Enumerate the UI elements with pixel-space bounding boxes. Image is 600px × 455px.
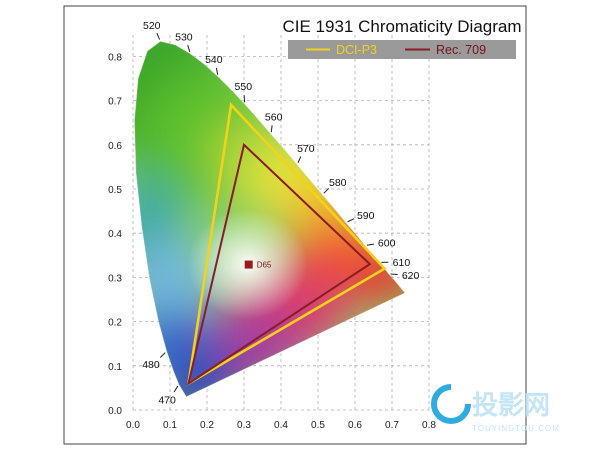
wavelength-label: 550: [235, 81, 253, 93]
y-tick-label: 0.2: [108, 318, 122, 329]
y-tick-label: 0.6: [108, 141, 122, 152]
x-tick-label: 0.0: [126, 420, 140, 431]
y-tick-label: 0.5: [108, 185, 122, 196]
wavelength-label: 590: [357, 210, 375, 222]
x-tick-label: 0.5: [311, 420, 325, 431]
wavelength-label: 560: [265, 111, 283, 123]
y-tick-label: 0.4: [108, 229, 122, 240]
x-tick-label: 0.6: [348, 420, 362, 431]
wavelength-label: 540: [205, 54, 223, 66]
watermark-text: 投影网: [472, 390, 550, 420]
x-tick-label: 0.7: [385, 420, 399, 431]
x-tick-label: 0.8: [422, 420, 436, 431]
wavelength-label: 610: [393, 257, 411, 269]
y-tick-label: 0.8: [108, 52, 122, 63]
wavelength-label: 620: [402, 270, 420, 282]
wavelength-label: 580: [329, 177, 347, 189]
x-tick-label: 0.4: [274, 420, 288, 431]
wavelength-label: 600: [378, 238, 396, 250]
y-tick-label: 0.7: [108, 97, 122, 108]
wavelength-label: 520: [143, 20, 161, 32]
legend-label-rec709: Rec. 709: [436, 43, 486, 57]
white-point: D65: [245, 261, 272, 270]
d65-marker: [245, 261, 253, 269]
y-tick-label: 0.0: [108, 406, 122, 417]
wavelength-label: 530: [175, 32, 193, 44]
wavelength-label: 470: [158, 395, 176, 407]
wavelength-label: 570: [297, 143, 315, 155]
x-tick-label: 0.1: [163, 420, 177, 431]
wavelength-label: 480: [142, 359, 160, 371]
x-tick-label: 0.2: [200, 420, 214, 431]
y-tick-label: 0.3: [108, 273, 122, 284]
legend-label-dci-p3: DCI-P3: [336, 43, 377, 57]
chart-title: CIE 1931 Chromaticity Diagram: [282, 17, 521, 36]
wavelength-tick: [391, 274, 398, 275]
legend: DCI-P3 Rec. 709: [288, 40, 516, 59]
watermark-subtext: TOUYINGTOU.COM: [472, 424, 560, 433]
x-tick-label: 0.3: [237, 420, 251, 431]
d65-label: D65: [257, 261, 272, 270]
y-tick-label: 0.1: [108, 362, 122, 373]
